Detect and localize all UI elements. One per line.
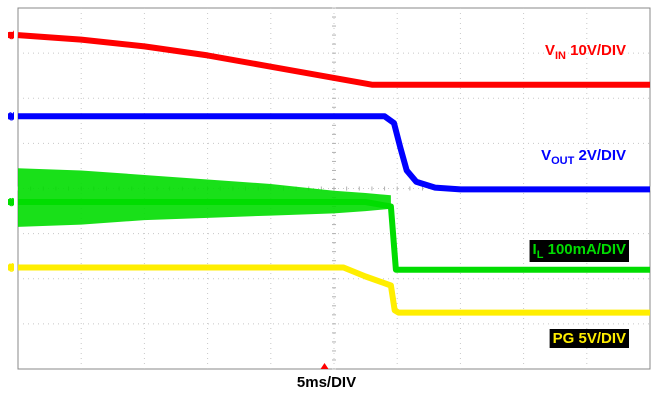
trigger-marker [320, 363, 329, 369]
ch2-label-text: VOUT 2V/DIV [541, 147, 626, 167]
ch4-label-rest: 5V/DIV [574, 330, 626, 347]
ch2-label-main: V [541, 147, 551, 164]
ch3-label-bg [529, 240, 629, 262]
ch3-marker-text: C3 [9, 197, 16, 206]
ch4-label: PG 5V/DIV [549, 329, 629, 348]
ch2-label-sub: OUT [551, 155, 575, 167]
ch2-trace [18, 113, 650, 193]
traces [17, 32, 650, 316]
ch3-ripple [18, 168, 391, 227]
ch3-label-main: I [533, 241, 537, 258]
ch1-label-main: V [545, 42, 555, 59]
ch1-label-rest: 10V/DIV [566, 42, 626, 59]
ch1-trace [17, 32, 650, 88]
ch3-marker [8, 199, 14, 206]
ch3-label-sub: L [537, 249, 544, 261]
ch4-label-bg [549, 329, 629, 348]
ch2-label-rest: 2V/DIV [574, 147, 626, 164]
ch4-marker-text: C4 [9, 263, 16, 272]
ch1-label-sub: IN [555, 50, 566, 62]
ch1-marker [8, 32, 14, 39]
ch2-marker [8, 113, 14, 120]
ch4-marker [8, 264, 14, 271]
ch1-marker-text: C1 [9, 30, 16, 39]
ch3-label-rest: 100mA/DIV [543, 241, 626, 258]
ch4-label-text: PG 5V/DIV [553, 330, 626, 347]
channel-markers: C1 C2 C3 C4 [8, 30, 16, 272]
ch1-label: VIN 10V/DIV [545, 42, 626, 62]
ch4-trace [18, 264, 650, 316]
ch1-label-text: VIN 10V/DIV [545, 42, 626, 62]
ch3-label-text: IL 100mA/DIV [533, 241, 626, 261]
ch3-trace [18, 199, 650, 273]
timebase-label: 5ms/DIV [296, 374, 357, 391]
ch3-label: IL 100mA/DIV [529, 240, 629, 262]
ch2-marker-text: C2 [9, 112, 16, 121]
ch2-label: VOUT 2V/DIV [541, 147, 626, 167]
ch4-label-main: PG [553, 330, 575, 347]
